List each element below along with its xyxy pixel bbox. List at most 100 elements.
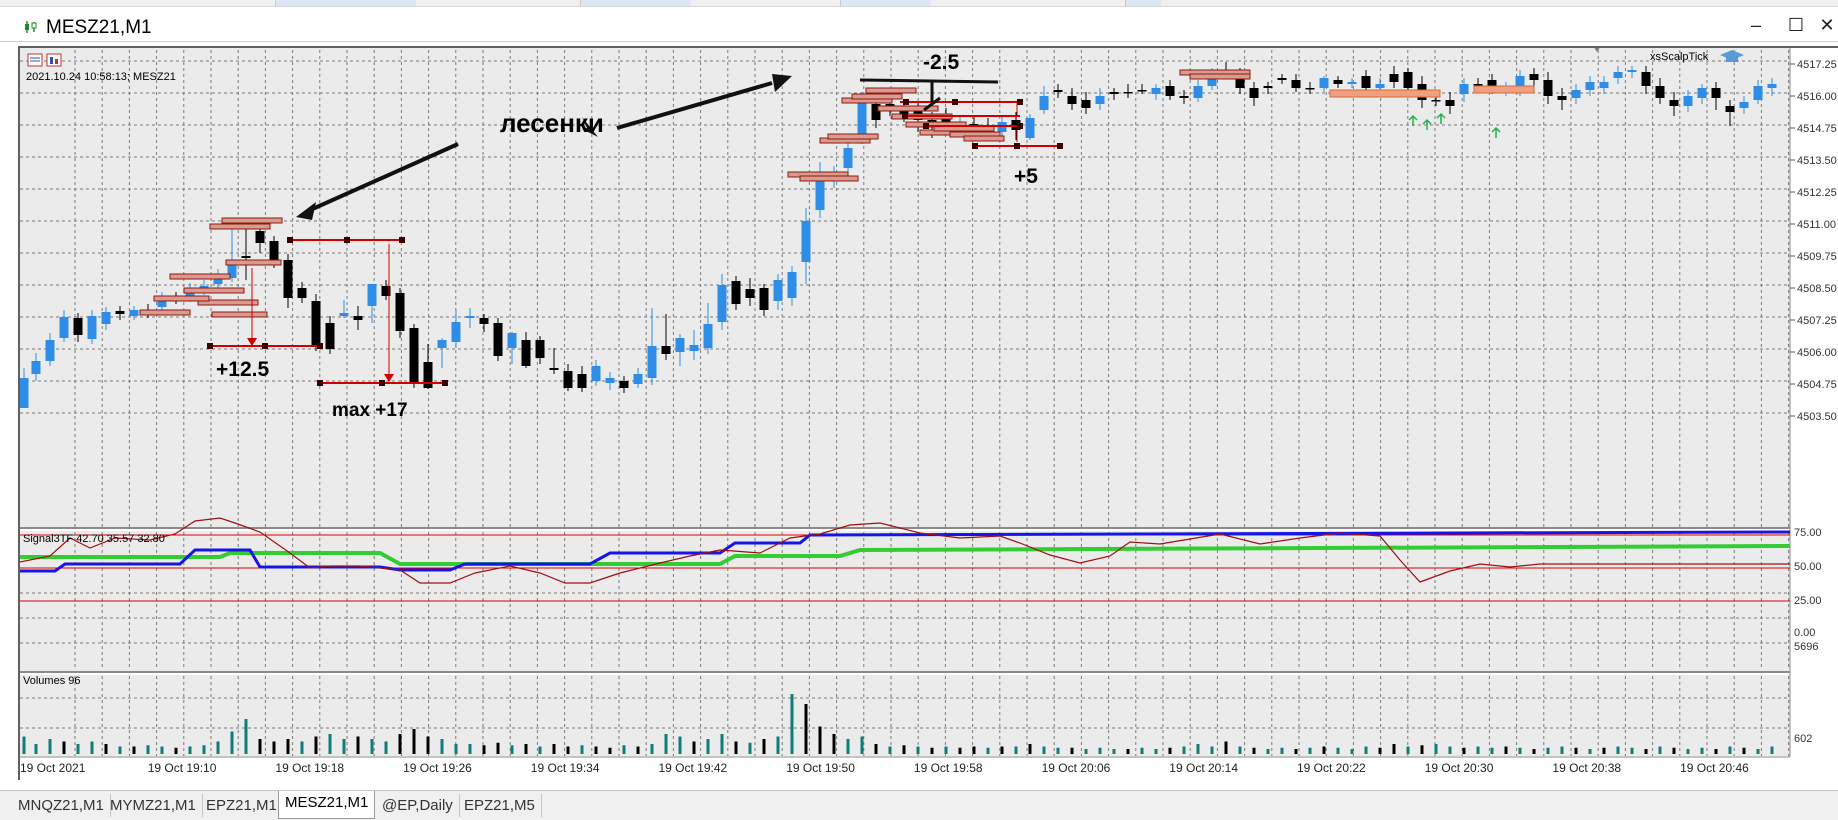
candle-body [871,104,881,120]
candle-body [899,106,909,118]
candle-body [493,323,503,356]
ladder-box [225,259,282,266]
candle-body [73,318,83,335]
candle-body [1739,102,1749,108]
candle-body [563,371,573,388]
volume-bar [230,731,234,754]
volume-bar [622,745,626,754]
candle-body [1039,96,1049,110]
tab-mnqz21-m1[interactable]: MNQZ21,M1 [12,794,111,817]
volume-bar [594,746,598,754]
trade2-arrowhead [384,374,394,382]
candle-body [1627,70,1637,72]
signal-panel-label: Signal3TF 42.70 35.57 32.80 [23,533,165,545]
volume-bar [1742,747,1746,754]
candle-body [451,322,461,342]
candle-body [1095,96,1105,104]
volume-bar [132,746,136,754]
volume-panel[interactable] [20,675,1790,756]
close-button[interactable]: ✕ [1819,15,1835,35]
signal-level-25: 25.00 [1794,595,1822,607]
toolbar-segment [840,0,931,6]
volume-bar [930,747,934,754]
trade-list-icon[interactable] [27,53,43,67]
graduation-cap-icon[interactable] [1720,50,1744,62]
candle-body [577,374,587,388]
volume-panel-label: Volumes 96 [23,675,80,687]
level-point [1057,143,1063,149]
ladder-box [221,217,283,224]
ladder-box [851,93,903,100]
volume-bar [748,742,752,754]
candle-body [59,317,69,338]
time-tick-label: 19 Oct 20:38 [1552,761,1621,775]
buy-signal-arrow-icon [1408,114,1418,126]
candle-body [1361,76,1371,88]
signal-red-line [19,517,1790,584]
minimize-button[interactable]: – [1750,15,1761,35]
volume-bar [1238,746,1242,754]
candle-body [381,286,391,296]
volume-bar [1728,746,1732,754]
volume-bar [314,736,318,754]
volume-bar [538,746,542,754]
volume-bar [22,736,26,754]
ladders-annotation: лесенки [296,74,792,220]
candle-body [1081,100,1091,108]
level-point [902,113,908,119]
candle-body [1767,84,1777,88]
candle-body [1445,100,1455,106]
volume-bar [1602,747,1606,754]
candle-body [87,316,97,339]
order-zone-box [1473,85,1535,94]
tab-mymz21-m1[interactable]: MYMZ21,M1 [104,794,203,817]
volume-bar [804,704,808,754]
volume-bar [1028,744,1032,754]
ladder-box [183,287,245,294]
volume-bar [104,744,108,754]
price-panel[interactable] [20,48,1790,527]
candle-body [437,340,447,348]
price-tick-label: 4514.75 [1797,123,1837,135]
signal-level-0: 0.00 [1794,627,1815,639]
tab-ep-daily[interactable]: @EP,Daily [376,794,460,817]
ladder-box [169,273,231,280]
candle-body [1529,74,1539,80]
tab-mesz21-m1[interactable]: MESZ21,M1 [278,791,376,819]
maximize-button[interactable]: ☐ [1787,15,1805,35]
depth-of-market-icon[interactable] [46,53,62,67]
candle-body [339,313,349,316]
buy-signal-arrow-icon [1422,118,1432,130]
candle-body [549,368,559,370]
candle-body [1725,106,1735,112]
ladder-boxes-layer [139,69,1535,318]
volume-bar [1308,747,1312,754]
candle-body [1305,88,1315,90]
volume-bar [440,739,444,754]
tab-epz21-m1[interactable]: EPZ21,M1 [200,794,284,817]
volume-bar [1644,749,1648,754]
candle-body [1277,78,1287,80]
volume-bar [1168,747,1172,754]
ladder-box [197,299,259,306]
tab-epz21-m5[interactable]: EPZ21,M5 [458,794,542,817]
time-tick-label: 19 Oct 19:50 [786,761,855,775]
buy-signal-arrow-icon [1436,112,1446,124]
volume-bar [762,739,766,754]
candle-body [1655,86,1665,98]
volume-bar [664,734,668,754]
volume-bar [720,734,724,754]
level-point [399,237,405,243]
volume-bar [650,744,654,754]
candle-body [1473,84,1483,86]
candle-body [395,293,405,331]
volume-bar [426,736,430,754]
order-zone-box [1329,89,1441,98]
candle-body [773,280,783,301]
volume-bar [272,741,276,754]
chart-window-body[interactable]: 4517.25 4516.00 4514.75 4513.50 4512.25 4511.… [18,46,1838,780]
level-point [379,380,385,386]
volume-bar [1126,749,1130,754]
volume-bar [1672,747,1676,754]
candle-body [535,340,545,358]
